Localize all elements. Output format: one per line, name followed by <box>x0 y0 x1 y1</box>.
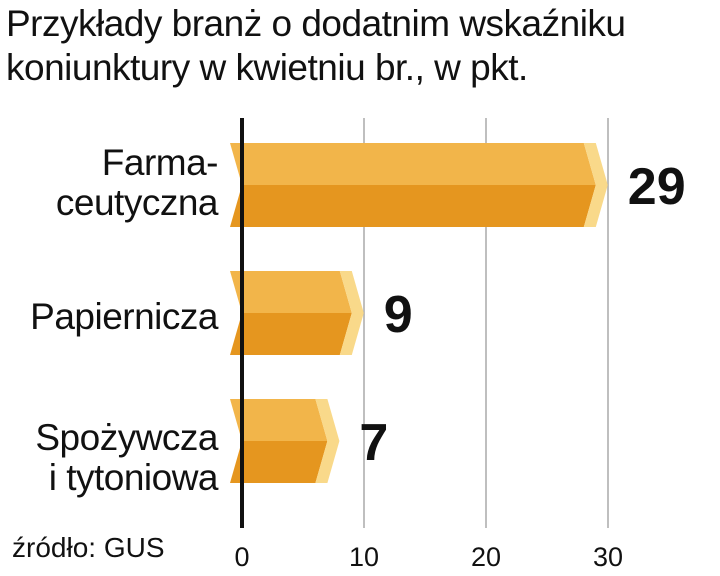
chart-title: Przykłady branż o dodatnim wskaźniku kon… <box>6 2 720 90</box>
bar <box>230 399 340 483</box>
value-label: 9 <box>384 286 413 344</box>
category-label-line: i tytoniowa <box>48 457 219 498</box>
bar-top-face <box>230 271 352 313</box>
bar-cap <box>583 143 608 227</box>
x-tick-label: 10 <box>349 542 379 572</box>
title-line-2: koniunktury w kwietniu br., w pkt. <box>6 47 528 88</box>
bar <box>230 271 364 355</box>
x-tick-label: 20 <box>471 542 501 572</box>
category-label-line: Spożywcza <box>35 417 218 458</box>
category-label-spozywcza: Spożywcza i tytoniowa <box>35 418 218 498</box>
bar-cap <box>339 271 364 355</box>
category-label-papiernicza: Papiernicza <box>30 297 218 337</box>
category-label-line: Farma- <box>101 142 219 183</box>
bar-top-face <box>230 399 328 441</box>
bar-top-face <box>230 143 596 185</box>
category-label-line: ceutyczna <box>55 182 219 223</box>
value-label: 29 <box>628 158 686 216</box>
x-tick-label: 30 <box>593 542 623 572</box>
category-label-farmaceutyczna: Farma- ceutyczna <box>55 142 219 223</box>
value-label: 7 <box>359 414 388 472</box>
bar-bottom-face <box>230 441 328 483</box>
bar-bottom-face <box>230 185 596 227</box>
bar <box>230 143 608 227</box>
bar-cap <box>315 399 340 483</box>
x-tick-label: 0 <box>234 542 249 572</box>
bar-bottom-face <box>230 313 352 355</box>
title-line-1: Przykłady branż o dodatnim wskaźniku <box>6 3 626 44</box>
source-note: źródło: GUS <box>12 532 165 563</box>
category-label-line: Papiernicza <box>30 296 218 337</box>
